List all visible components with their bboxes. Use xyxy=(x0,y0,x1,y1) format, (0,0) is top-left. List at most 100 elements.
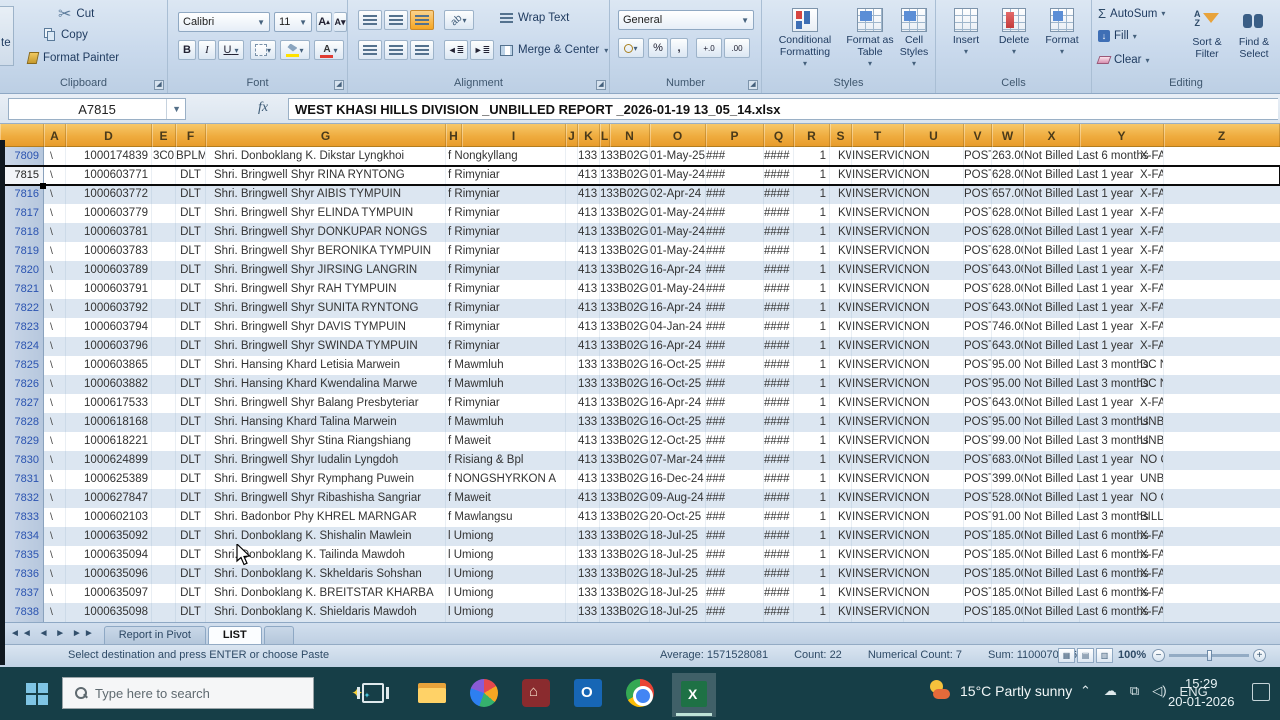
cell-unit[interactable]: KW xyxy=(830,147,852,166)
cell-feeder-code[interactable]: 133B02G01T40 xyxy=(600,394,650,413)
cell-non[interactable]: NON xyxy=(904,337,964,356)
cell-k[interactable]: 413 xyxy=(578,166,600,185)
column-header-I[interactable]: I xyxy=(462,124,566,147)
column-header-Q[interactable]: Q xyxy=(764,124,794,147)
cell-a[interactable]: \ xyxy=(44,261,66,280)
cell-service-status[interactable]: INSERVICE xyxy=(852,261,904,280)
cell-load[interactable]: 1 xyxy=(794,584,830,603)
cell-overflow[interactable]: #### xyxy=(764,299,794,318)
conditional-formatting-button[interactable]: Conditional Formatting ▾ xyxy=(768,8,842,70)
cell-j[interactable] xyxy=(566,489,578,508)
cell-service-status[interactable]: INSERVICE xyxy=(852,489,904,508)
shrink-font-button[interactable]: A▾ xyxy=(334,12,347,32)
cell-overflow[interactable]: #### xyxy=(764,375,794,394)
cell-service-status[interactable]: INSERVICE xyxy=(852,318,904,337)
cell-k[interactable]: 413 xyxy=(578,261,600,280)
cell-a[interactable]: \ xyxy=(44,584,66,603)
cell-a[interactable]: \ xyxy=(44,375,66,394)
cell-consumer-name[interactable]: Shri. Hansing Khard Talina Marwein xyxy=(206,413,446,432)
table-row[interactable]: 7831 \ 1000625389 DLT Shri. Bringwell Shyr R… xyxy=(0,470,1280,489)
cell-load[interactable]: 1 xyxy=(794,166,830,185)
cell-feeder-code[interactable]: 133B02G01T40 xyxy=(600,451,650,470)
clipboard-dialog-launcher[interactable]: ◢ xyxy=(154,80,164,90)
cell-post[interactable]: POST xyxy=(964,394,992,413)
cell-category[interactable]: DLT xyxy=(176,546,206,565)
cell-location[interactable]: f Rimyniar xyxy=(446,204,566,223)
cell-category[interactable]: BPLM xyxy=(176,147,206,166)
cell-category[interactable]: DLT xyxy=(176,299,206,318)
cell-amount[interactable]: 95.00 xyxy=(992,413,1024,432)
cell-feeder-code[interactable]: 133B02G01Y20 xyxy=(600,527,650,546)
row-header[interactable]: 7822 xyxy=(0,299,44,318)
cell-e[interactable] xyxy=(152,470,176,489)
cell-consumer-name[interactable]: Shri. Bringwell Shyr RAH TYMPUIN xyxy=(206,280,446,299)
cell-date[interactable]: 02-Apr-24 xyxy=(650,185,706,204)
copy-button[interactable]: Copy xyxy=(44,28,88,41)
cell-e[interactable] xyxy=(152,489,176,508)
cell-a[interactable]: \ xyxy=(44,603,66,622)
cell-a[interactable]: \ xyxy=(44,185,66,204)
cell-k[interactable]: 133 xyxy=(578,565,600,584)
cell-amount[interactable]: 643.00 xyxy=(992,261,1024,280)
cell-location[interactable]: f Maweit xyxy=(446,489,566,508)
cell-consumer-number[interactable]: 1000603783 xyxy=(66,242,152,261)
cell-unit[interactable]: KW xyxy=(830,166,852,185)
cell-a[interactable]: \ xyxy=(44,394,66,413)
cell-overflow[interactable]: ### xyxy=(706,261,764,280)
fill-button[interactable]: ↓ Fill ▾ xyxy=(1098,30,1137,42)
cell-amount[interactable]: 185.00 xyxy=(992,603,1024,622)
cell-unit[interactable]: KW xyxy=(830,432,852,451)
table-row[interactable]: 7827 \ 1000617533 DLT Shri. Bringwell Shyr B… xyxy=(0,394,1280,413)
cell-post[interactable]: POST xyxy=(964,204,992,223)
cell-unit[interactable]: KW xyxy=(830,242,852,261)
cell-overflow[interactable]: ### xyxy=(706,584,764,603)
cell-failure-status[interactable]: X-FAILURE xyxy=(1080,280,1164,299)
cell-consumer-number[interactable]: 1000603781 xyxy=(66,223,152,242)
cell-date[interactable]: 12-Oct-25 xyxy=(650,432,706,451)
cell-category[interactable]: DLT xyxy=(176,185,206,204)
cell-k[interactable]: 413 xyxy=(578,318,600,337)
page-break-view-button[interactable]: ▥ xyxy=(1096,648,1113,663)
column-header-P[interactable]: P xyxy=(706,124,764,147)
cell-failure-status[interactable]: NO CONNECTIO xyxy=(1080,451,1164,470)
normal-view-button[interactable]: ▦ xyxy=(1058,648,1075,663)
column-header-K[interactable]: K xyxy=(578,124,600,147)
cell-non[interactable]: NON xyxy=(904,204,964,223)
cell-j[interactable] xyxy=(566,223,578,242)
cell-amount[interactable]: 399.00 xyxy=(992,470,1024,489)
font-name-combo[interactable]: Calibri ▼ xyxy=(178,12,270,32)
cell-load[interactable]: 1 xyxy=(794,565,830,584)
cell-post[interactable]: POST xyxy=(964,356,992,375)
column-header-S[interactable]: S xyxy=(830,124,852,147)
cell-j[interactable] xyxy=(566,546,578,565)
cell-k[interactable]: 413 xyxy=(578,451,600,470)
cell-failure-status[interactable]: BILLED xyxy=(1080,508,1164,527)
cell-date[interactable]: 16-Oct-25 xyxy=(650,356,706,375)
cell-date[interactable]: 01-May-24 xyxy=(650,166,706,185)
insert-worksheet-tab[interactable] xyxy=(263,625,294,645)
cell-overflow[interactable]: #### xyxy=(764,432,794,451)
cell-k[interactable]: 413 xyxy=(578,337,600,356)
cell-overflow[interactable]: ### xyxy=(706,489,764,508)
cell-consumer-number[interactable]: 1000603772 xyxy=(66,185,152,204)
cell-category[interactable]: DLT xyxy=(176,413,206,432)
cell-k[interactable]: 413 xyxy=(578,470,600,489)
cell-non[interactable]: NON xyxy=(904,299,964,318)
cell-amount[interactable]: 185.00 xyxy=(992,527,1024,546)
cell-date[interactable]: 01-May-24 xyxy=(650,280,706,299)
display-icon[interactable]: ⧉ xyxy=(1129,683,1140,698)
cell-e[interactable] xyxy=(152,508,176,527)
cell-service-status[interactable]: INSERVICE xyxy=(852,413,904,432)
onedrive-icon[interactable]: ☁ xyxy=(1103,683,1117,698)
cell-unbilled-period[interactable]: Not Billed Last 1 year xyxy=(1024,337,1133,356)
cell-date[interactable]: 18-Jul-25 xyxy=(650,527,706,546)
cell-j[interactable] xyxy=(566,242,578,261)
cell-load[interactable]: 1 xyxy=(794,280,830,299)
cell-date[interactable]: 16-Apr-24 xyxy=(650,261,706,280)
cell-j[interactable] xyxy=(566,299,578,318)
cell-feeder-code[interactable]: 133B02G01T40 xyxy=(600,185,650,204)
cell-amount[interactable]: 746.00 xyxy=(992,318,1024,337)
cell-consumer-number[interactable]: 1000627847 xyxy=(66,489,152,508)
insert-cells-button[interactable]: Insert ▾ xyxy=(944,8,988,58)
cell-unit[interactable]: KW xyxy=(830,451,852,470)
